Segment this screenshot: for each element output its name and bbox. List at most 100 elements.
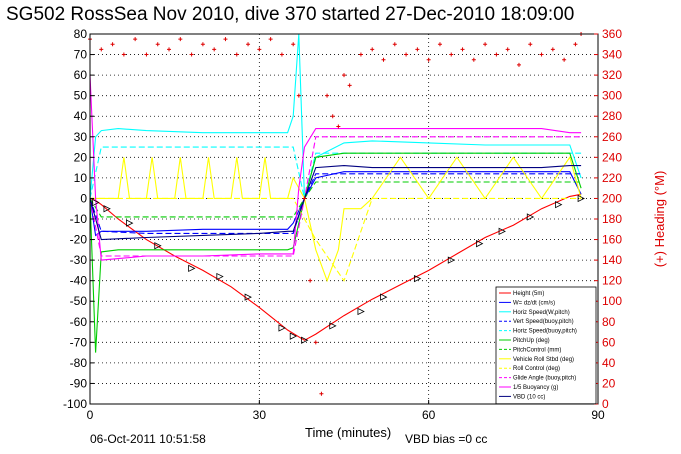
y2-tick-label: 280 bbox=[602, 109, 622, 123]
y-tick-label: 70 bbox=[74, 48, 88, 62]
heading-point bbox=[268, 37, 273, 42]
heading-point bbox=[336, 124, 341, 129]
y2-tick-label: 360 bbox=[602, 27, 622, 41]
height-marker bbox=[301, 336, 309, 344]
heading-point bbox=[392, 42, 397, 47]
legend-label-7: Vehicle Roll Stbd (deg) bbox=[513, 357, 574, 363]
heading-point bbox=[155, 42, 160, 47]
x-tick-label: 60 bbox=[422, 408, 436, 422]
x-tick-label: 30 bbox=[253, 408, 267, 422]
y2-tick-label: 260 bbox=[602, 130, 622, 144]
heading-point bbox=[200, 42, 205, 47]
height-marker bbox=[447, 256, 456, 264]
vbd-bias-text: VBD bias =0 cc bbox=[405, 432, 488, 446]
heading-point bbox=[516, 62, 521, 67]
x-axis-label: Time (minutes) bbox=[305, 425, 392, 440]
heading-point bbox=[404, 52, 409, 57]
y-tick-label: -100 bbox=[63, 397, 87, 411]
y-tick-label: 0 bbox=[80, 191, 87, 205]
heading-point bbox=[319, 391, 324, 396]
legend-box bbox=[495, 286, 597, 405]
y-tick-label: 60 bbox=[74, 68, 88, 82]
heading-point bbox=[325, 93, 330, 98]
heading-point bbox=[121, 52, 126, 57]
y-tick-label: 20 bbox=[74, 150, 88, 164]
y2-tick-label: 40 bbox=[602, 356, 616, 370]
y2-tick-label: 160 bbox=[602, 233, 622, 247]
heading-point bbox=[415, 47, 420, 52]
heading-point bbox=[550, 47, 555, 52]
heading-point bbox=[234, 52, 239, 57]
y2-tick-label: 220 bbox=[602, 171, 622, 185]
y2-tick-label: 0 bbox=[602, 397, 609, 411]
heading-point bbox=[381, 57, 386, 62]
y-tick-label: -30 bbox=[70, 253, 88, 267]
series-line-8 bbox=[90, 197, 582, 282]
y2-tick-label: 20 bbox=[602, 376, 616, 390]
y2-tick-label: 140 bbox=[602, 253, 622, 267]
series-line-11 bbox=[89, 165, 582, 241]
heading-point bbox=[528, 42, 533, 47]
height-marker bbox=[555, 200, 563, 209]
series-line-5 bbox=[89, 152, 582, 353]
height-marker bbox=[329, 322, 337, 330]
heading-point bbox=[178, 37, 183, 42]
heading-point bbox=[110, 42, 115, 47]
series-line-1 bbox=[89, 171, 582, 237]
height-marker bbox=[244, 293, 252, 301]
series-line-6 bbox=[89, 181, 582, 218]
heading-point bbox=[246, 42, 251, 47]
heading-point bbox=[330, 114, 335, 119]
height-marker bbox=[357, 307, 365, 316]
heading-point bbox=[308, 278, 313, 283]
heading-point bbox=[279, 52, 284, 57]
y-tick-label: 80 bbox=[74, 27, 88, 41]
height-marker bbox=[413, 274, 422, 283]
y-tick-label: -70 bbox=[70, 335, 88, 349]
y-tick-label: 50 bbox=[74, 89, 88, 103]
y-tick-label: -20 bbox=[70, 233, 88, 247]
heading-point bbox=[291, 42, 296, 47]
heading-point bbox=[223, 37, 228, 42]
y2-tick-label: 60 bbox=[602, 335, 616, 349]
height-markers bbox=[92, 194, 585, 344]
y2-tick-label: 200 bbox=[602, 191, 622, 205]
heading-point bbox=[99, 47, 104, 52]
y2-tick-label: 300 bbox=[602, 89, 622, 103]
y2-tick-label: 80 bbox=[602, 315, 616, 329]
legend-label-10: 1/5 Buoyancy (g) bbox=[513, 385, 558, 391]
heading-point bbox=[212, 47, 217, 52]
height-marker bbox=[476, 240, 484, 248]
height-marker bbox=[498, 227, 506, 235]
footer-date: 06-Oct-2011 10:51:58 bbox=[90, 432, 206, 446]
legend-label-4: Horiz Speed(buoy,pitch) bbox=[513, 329, 577, 335]
legend-label-0: Height (5m) bbox=[513, 291, 544, 297]
y2-tick-label: 240 bbox=[602, 150, 622, 164]
heading-point bbox=[494, 52, 499, 57]
heading-point bbox=[302, 196, 307, 201]
y-tick-label: -40 bbox=[70, 274, 88, 288]
y2-tick-label: 340 bbox=[602, 48, 622, 62]
height-marker bbox=[289, 332, 298, 340]
series-line-10 bbox=[89, 75, 582, 261]
series-line-3 bbox=[89, 173, 582, 234]
heading-point bbox=[189, 52, 194, 57]
chart-title: SG502 RossSea Nov 2010, dive 370 started… bbox=[6, 4, 575, 25]
heading-point bbox=[167, 47, 172, 52]
y2-tick-label: 100 bbox=[602, 294, 622, 308]
y2-axis-label: (+) Heading (°M) bbox=[652, 171, 667, 268]
height-marker bbox=[103, 205, 111, 213]
legend-label-2: Horiz Speed(W,pitch) bbox=[513, 310, 570, 316]
heading-point bbox=[257, 47, 262, 52]
legend-label-1: W= dz/dt (cm/s) bbox=[513, 300, 555, 306]
heading-point bbox=[144, 52, 149, 57]
y2-tick-label: 120 bbox=[602, 274, 622, 288]
heading-point bbox=[471, 57, 476, 62]
height-marker bbox=[278, 324, 286, 332]
y-tick-label: 40 bbox=[74, 109, 88, 123]
series-line-7 bbox=[90, 156, 582, 283]
height-marker bbox=[216, 272, 224, 281]
y2-tick-label: 320 bbox=[602, 68, 622, 82]
heading-point bbox=[426, 57, 431, 62]
